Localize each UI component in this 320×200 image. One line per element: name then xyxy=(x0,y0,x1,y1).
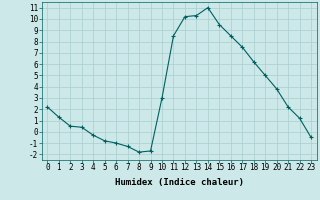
X-axis label: Humidex (Indice chaleur): Humidex (Indice chaleur) xyxy=(115,178,244,187)
